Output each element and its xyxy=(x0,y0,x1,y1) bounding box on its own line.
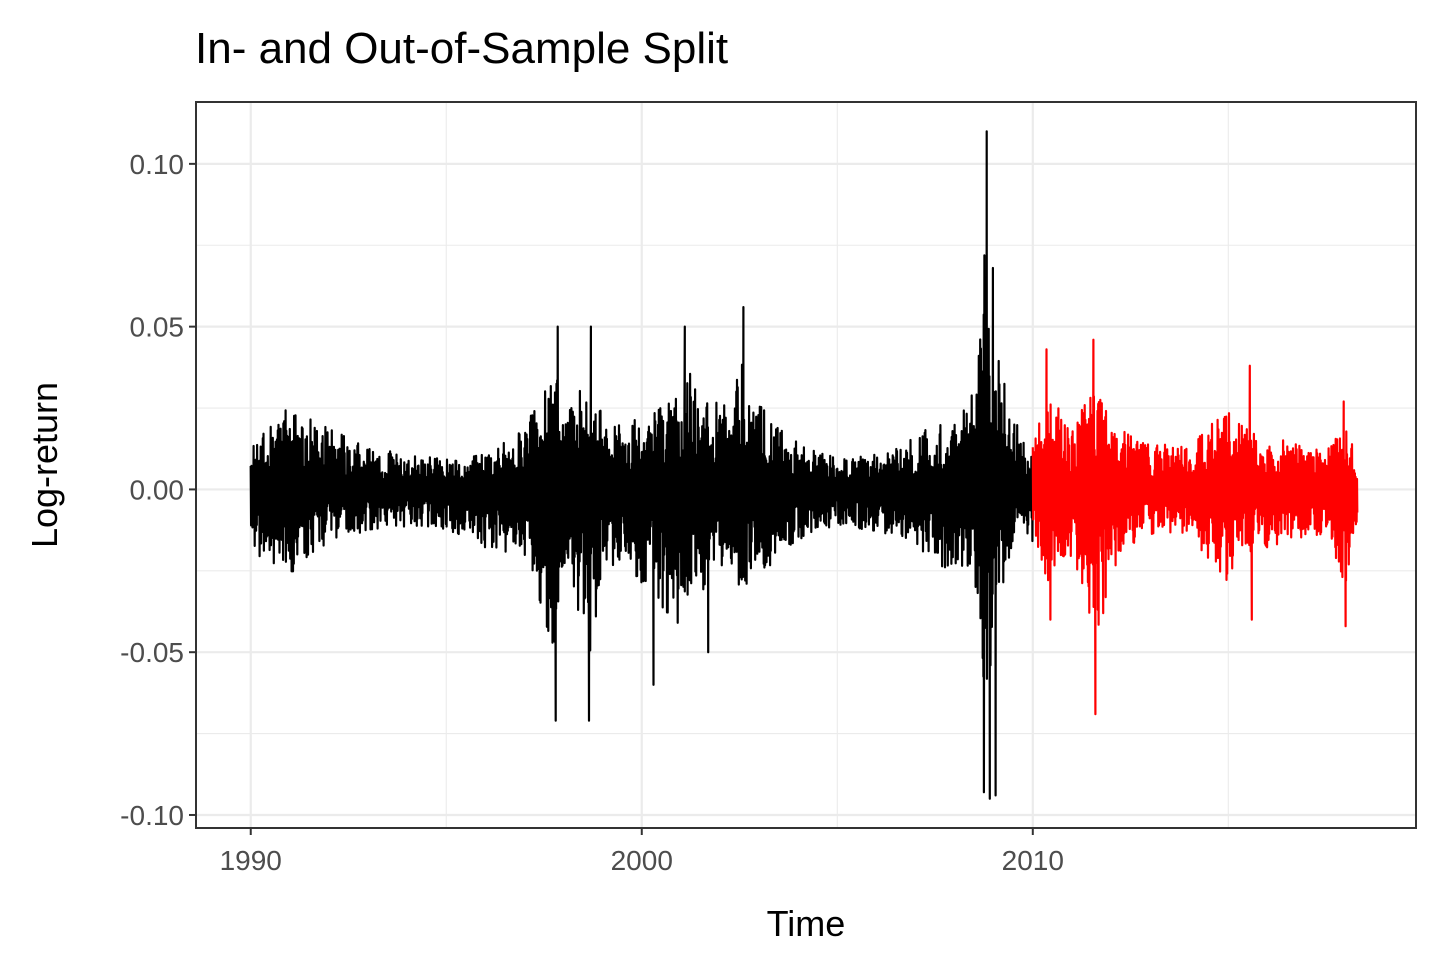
y-tick-label: -0.10 xyxy=(120,800,184,831)
series-layer xyxy=(249,130,1359,800)
chart-title: In- and Out-of-Sample Split xyxy=(195,24,728,73)
series-line-in-sample xyxy=(249,130,1034,800)
y-axis: -0.10 -0.05 0.00 0.05 0.10 xyxy=(120,149,196,831)
y-tick-label: 0.05 xyxy=(130,312,185,343)
x-axis-title: Time xyxy=(767,903,846,944)
plot-panel xyxy=(195,101,1417,829)
y-axis-title: Log-return xyxy=(24,382,65,548)
x-tick-label: 2000 xyxy=(611,845,673,876)
y-tick-label: 0.00 xyxy=(130,474,185,505)
y-tick-label: 0.10 xyxy=(130,149,185,180)
x-tick-label: 2010 xyxy=(1002,845,1064,876)
panel-border xyxy=(195,101,1417,829)
x-tick-label: 1990 xyxy=(220,845,282,876)
x-axis: 1990 2000 2010 xyxy=(220,828,1064,876)
y-tick-label: -0.05 xyxy=(120,637,184,668)
series-line-out-of-sample xyxy=(1031,338,1359,716)
